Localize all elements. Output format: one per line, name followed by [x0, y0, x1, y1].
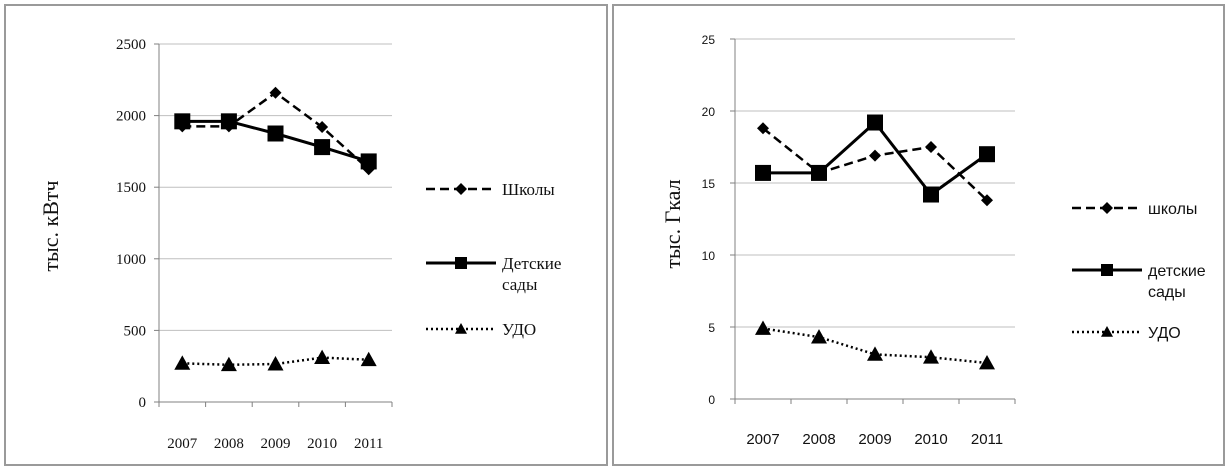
data-point-1-0	[755, 164, 771, 181]
legend-label-0: Школы	[502, 180, 555, 199]
y-tick-label: 25	[702, 33, 716, 47]
data-point-0-0	[757, 122, 769, 135]
data-point-1-3	[923, 186, 939, 203]
x-tick-label: 2008	[802, 431, 835, 448]
y-tick-label: 0	[708, 393, 715, 407]
data-point-2-4	[979, 355, 995, 370]
y-tick-label: 1000	[116, 252, 146, 268]
data-point-0-3	[925, 141, 937, 153]
data-point-1-3	[314, 139, 331, 156]
series-line-0	[762, 127, 988, 202]
y-tick-label: 0	[139, 395, 147, 411]
x-tick-label: 2010	[307, 436, 337, 452]
data-point-0-2	[869, 149, 881, 162]
legend-label-2: УДО	[1148, 325, 1181, 342]
x-tick-label: 2011	[354, 436, 383, 452]
legend-marker-2	[455, 323, 467, 334]
data-point-2-2	[267, 356, 284, 371]
legend-marker-1	[455, 257, 467, 269]
x-tick-label: 2007	[167, 436, 198, 452]
legend-marker-1	[1101, 264, 1113, 276]
y-tick-label: 500	[124, 323, 147, 339]
x-tick-label: 2008	[214, 436, 244, 452]
legend-label-2: УДО	[502, 320, 536, 339]
chart-heat: 0 5 10 15 20 25 2007 2008 2009 2010 2011 тыс. Гкал ш…	[660, 33, 1206, 448]
y-tick-label: 2000	[116, 109, 146, 125]
data-point-2-0	[174, 355, 191, 370]
x-tick-label: 2011	[971, 431, 1003, 448]
data-point-2-1	[220, 356, 237, 372]
legend-marker-0	[1101, 202, 1113, 214]
legend-label-0: школы	[1148, 201, 1197, 218]
y-tick-label: 2500	[116, 37, 146, 53]
data-point-1-1	[811, 164, 827, 181]
legend-label-1-line2: сады	[1148, 284, 1186, 301]
data-point-1-0	[174, 113, 191, 130]
y-tick-label: 1500	[116, 180, 146, 196]
data-point-2-0	[755, 320, 771, 335]
data-point-1-4	[979, 146, 995, 163]
legend-label-1-line1: детские	[1148, 263, 1206, 280]
legend-label-1-line2: сады	[502, 275, 538, 294]
data-point-1-2	[867, 114, 883, 131]
data-point-2-3	[923, 349, 939, 364]
x-tick-label: 2009	[858, 431, 891, 448]
y-axis-label: тыс. Гкал	[660, 179, 685, 268]
y-axis-label: тыс. кВтч	[38, 180, 63, 271]
data-point-2-1	[811, 329, 827, 344]
data-point-0-4	[981, 194, 993, 207]
data-point-1-4	[360, 153, 377, 170]
data-point-0-3	[316, 121, 329, 134]
legend-label-1-line1: Детские	[502, 254, 561, 273]
chart-panel-heat: 0 5 10 15 20 25 2007 2008 2009 2010 2011 тыс. Гкал ш…	[612, 4, 1225, 466]
data-point-2-2	[867, 346, 883, 361]
data-point-1-1	[220, 113, 237, 130]
y-tick-label: 10	[702, 249, 716, 263]
series-line-2	[182, 356, 369, 367]
x-tick-label: 2007	[746, 431, 779, 448]
x-tick-label: 2010	[914, 431, 947, 448]
data-point-2-4	[360, 351, 377, 367]
x-tick-label: 2009	[261, 436, 291, 452]
chart-panel-electricity: 0 500 1000 1500 2000 2500 2007 2008 2009 2010 2011…	[4, 4, 608, 466]
data-point-2-3	[314, 349, 331, 365]
data-point-1-2	[267, 125, 284, 142]
chart-electricity: 0 500 1000 1500 2000 2500 2007 2008 2009 2010 2011…	[38, 37, 561, 452]
y-tick-label: 20	[702, 105, 716, 119]
y-tick-label: 15	[702, 177, 716, 191]
data-point-0-2	[269, 86, 282, 99]
y-tick-label: 5	[708, 321, 715, 335]
legend-marker-0	[455, 183, 467, 195]
legend-marker-2	[1101, 326, 1113, 337]
